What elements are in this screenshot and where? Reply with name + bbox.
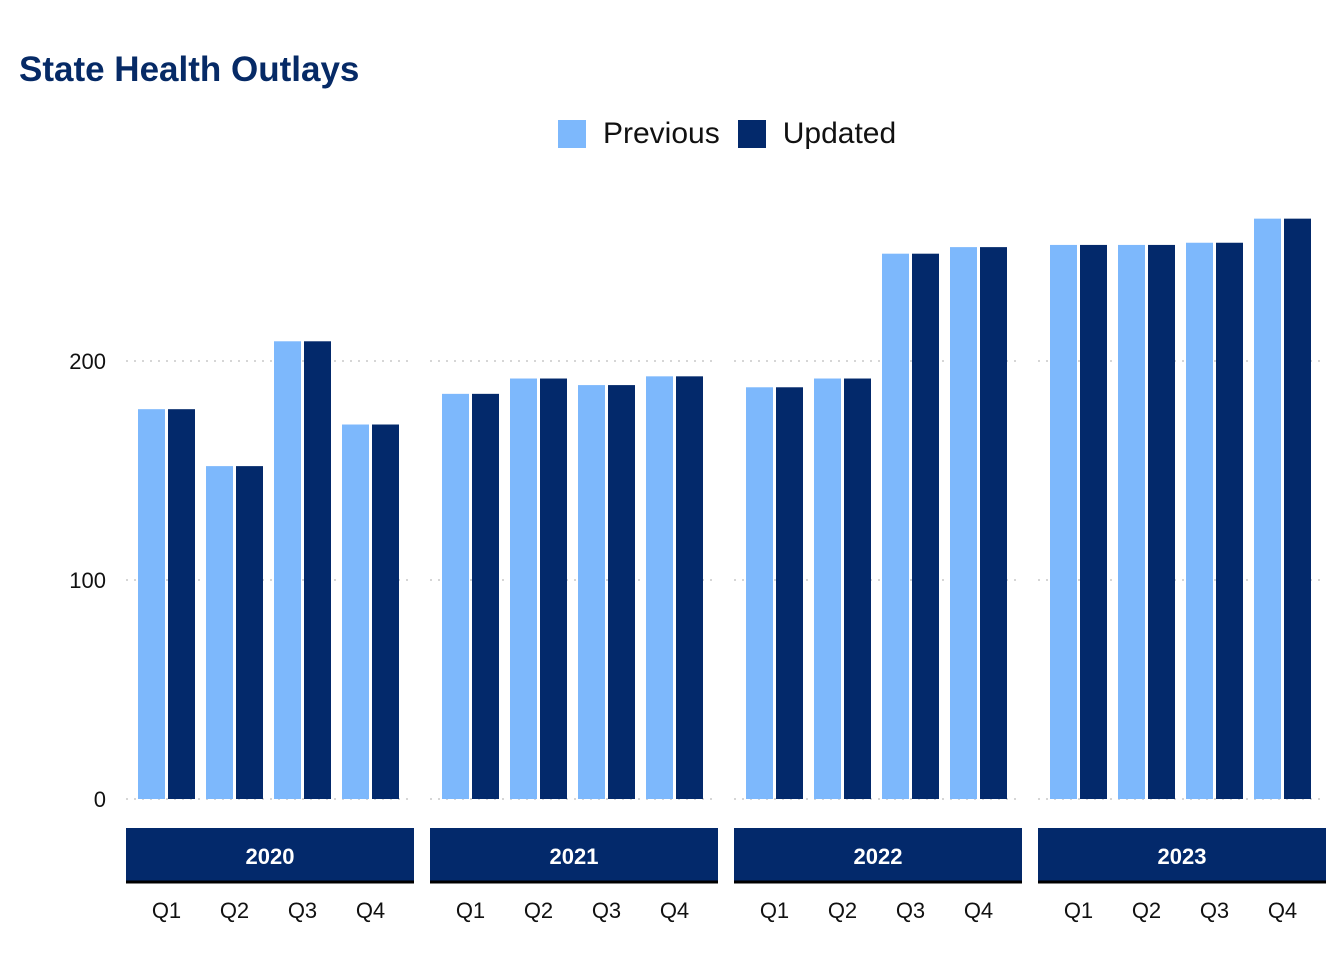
x-tick-label-2022-Q1: Q1	[760, 898, 789, 923]
x-tick-label-2020-Q3: Q3	[288, 898, 317, 923]
x-tick-label-2023-Q2: Q2	[1132, 898, 1161, 923]
legend-label-updated: Updated	[782, 117, 897, 150]
bar-2022-Q4-updated	[980, 247, 1007, 799]
x-tick-label-2021-Q4: Q4	[660, 898, 689, 923]
bar-2021-Q3-previous	[578, 385, 605, 799]
bar-2021-Q4-previous	[646, 376, 673, 799]
x-tick-label-2023-Q3: Q3	[1200, 898, 1229, 923]
bar-2022-Q4-previous	[950, 247, 977, 799]
facet-strip-label-2022: 2022	[854, 844, 903, 869]
bar-2020-Q2-previous	[206, 466, 233, 799]
bar-2021-Q3-updated	[608, 385, 635, 799]
x-tick-label-2020-Q2: Q2	[220, 898, 249, 923]
bar-2020-Q4-previous	[342, 424, 369, 799]
legend-swatch-updated	[737, 120, 766, 148]
bar-2021-Q4-updated	[676, 376, 703, 799]
chart-title: State Health Outlays	[19, 50, 360, 89]
legend-item-previous: Previous	[558, 117, 720, 151]
y-tick-label-100: 100	[69, 568, 106, 593]
bar-2022-Q2-updated	[844, 378, 871, 799]
facet-strip-label-2023: 2023	[1158, 844, 1207, 869]
bar-2023-Q2-updated	[1148, 244, 1175, 799]
facet-strip-2020	[126, 828, 414, 881]
x-tick-label-2022-Q2: Q2	[828, 898, 857, 923]
legend-swatch-previous	[558, 120, 586, 148]
bar-2023-Q1-updated	[1080, 244, 1107, 799]
x-tick-label-2021-Q1: Q1	[456, 898, 485, 923]
y-tick-label-0: 0	[94, 787, 106, 812]
facet-strip-label-2021: 2021	[550, 844, 599, 869]
legend: Previous Updated	[558, 114, 914, 154]
x-tick-label-2023-Q4: Q4	[1268, 898, 1297, 923]
bar-2022-Q1-previous	[746, 387, 773, 799]
x-tick-label-2020-Q4: Q4	[356, 898, 385, 923]
bar-2022-Q3-previous	[882, 253, 909, 799]
legend-label-previous: Previous	[603, 117, 720, 150]
facet-strip-2022	[734, 828, 1022, 881]
x-tick-label-2021-Q3: Q3	[592, 898, 621, 923]
bar-2023-Q3-previous	[1186, 242, 1213, 800]
y-tick-label-200: 200	[69, 349, 106, 374]
x-tick-label-2021-Q2: Q2	[524, 898, 553, 923]
x-tick-label-2023-Q1: Q1	[1064, 898, 1093, 923]
bar-2023-Q1-previous	[1050, 244, 1077, 799]
bar-2021-Q1-updated	[472, 393, 499, 799]
bar-2023-Q4-previous	[1254, 218, 1281, 799]
bar-2022-Q3-updated	[912, 253, 939, 799]
bar-2020-Q2-updated	[236, 466, 263, 799]
x-tick-label-2020-Q1: Q1	[152, 898, 181, 923]
x-tick-label-2022-Q4: Q4	[964, 898, 993, 923]
facet-strip-2021	[430, 828, 718, 881]
bar-2020-Q4-updated	[372, 424, 399, 799]
bar-2023-Q2-previous	[1118, 244, 1145, 799]
bar-2021-Q2-updated	[540, 378, 567, 799]
bar-2020-Q1-updated	[168, 409, 195, 799]
bar-2022-Q1-updated	[776, 387, 803, 799]
legend-item-updated: Updated	[737, 117, 897, 151]
bar-2023-Q4-updated	[1284, 218, 1311, 799]
bar-2020-Q1-previous	[138, 409, 165, 799]
bar-2020-Q3-previous	[274, 341, 301, 799]
bar-2022-Q2-previous	[814, 378, 841, 799]
bar-2021-Q1-previous	[442, 393, 469, 799]
bar-2023-Q3-updated	[1216, 242, 1243, 800]
facet-strip-2023	[1038, 828, 1326, 881]
bar-2020-Q3-updated	[304, 341, 331, 799]
facet-strip-label-2020: 2020	[246, 844, 295, 869]
x-tick-label-2022-Q3: Q3	[896, 898, 925, 923]
bar-2021-Q2-previous	[510, 378, 537, 799]
